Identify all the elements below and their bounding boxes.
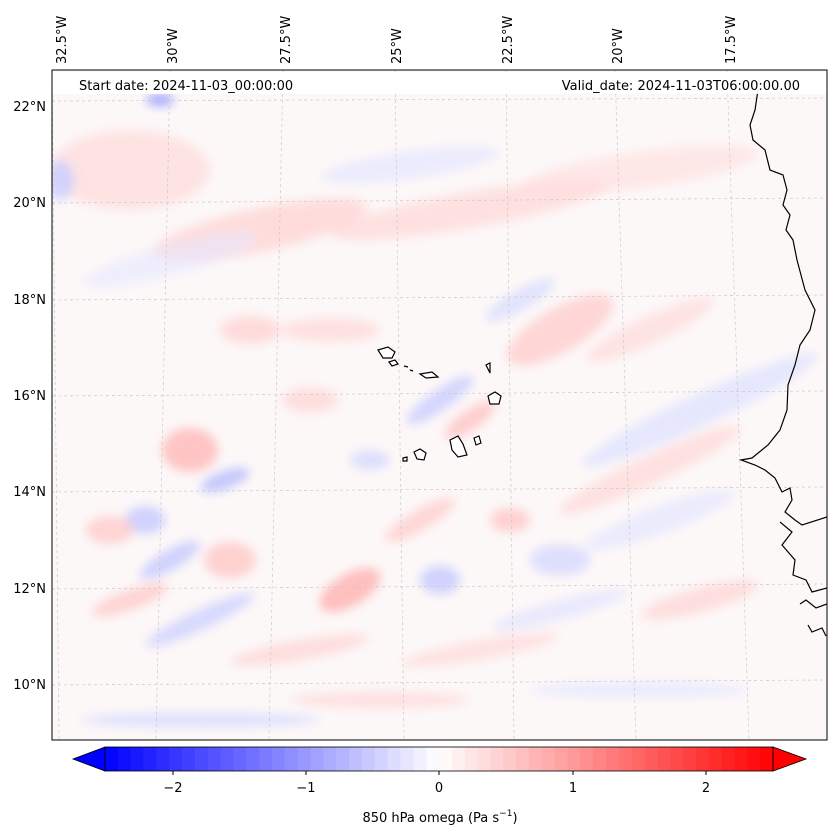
colorbar-step (361, 747, 376, 771)
colorbar-step (503, 747, 517, 771)
colorbar-step (426, 747, 440, 771)
lat-label: 16°N (13, 389, 46, 404)
longitude-labels: 32.5°W 30°W 27.5°W 25°W 22.5°W 20°W 17.5… (55, 16, 739, 64)
colorbar-step (657, 747, 671, 771)
colorbar-step (683, 747, 697, 771)
colorbar-step (130, 747, 144, 771)
colorbar-step (413, 747, 427, 771)
colorbar-step (220, 747, 234, 771)
colorbar-extend-high (772, 746, 808, 772)
colorbar-step (451, 747, 466, 771)
colorbar-step (105, 747, 119, 771)
colorbar-step (284, 747, 299, 771)
colorbar-label: 850 hPa omega (Pa s−1) (362, 809, 517, 826)
colorbar-tick-label: 0 (435, 781, 443, 796)
colorbar-step (182, 747, 196, 771)
colorbar-step (400, 747, 414, 771)
colorbar-step (374, 747, 389, 771)
colorbar-step (747, 747, 761, 771)
colorbar-step (695, 747, 710, 771)
colorbar-step (631, 747, 645, 771)
colorbar-step (349, 747, 363, 771)
gridlines (52, 70, 827, 740)
lon-label: 30°W (166, 28, 181, 64)
colorbar-step (567, 747, 581, 771)
colorbar-extend-low (71, 746, 106, 772)
lat-label: 10°N (13, 678, 46, 693)
lon-label: 17.5°W (724, 16, 739, 64)
lon-label: 32.5°W (55, 16, 70, 64)
colorbar-steps (105, 747, 774, 771)
omega-field (52, 94, 819, 728)
lon-label: 27.5°W (279, 16, 294, 64)
lat-label: 20°N (13, 196, 46, 211)
map-frame (51, 69, 828, 741)
latitude-labels: 22°N 20°N 18°N 16°N 14°N 12°N 10°N (13, 100, 46, 693)
colorbar-step (233, 747, 247, 771)
colorbar-ticks: −2 −1 0 1 2 (163, 771, 710, 796)
colorbar-step (169, 747, 183, 771)
colorbar-step (528, 747, 543, 771)
colorbar-step (606, 747, 620, 771)
lat-label: 18°N (13, 293, 46, 308)
colorbar-step (207, 747, 222, 771)
colorbar-step (246, 747, 260, 771)
colorbar-step (310, 747, 324, 771)
coastline (738, 89, 827, 637)
colorbar-tick-label: 1 (569, 781, 577, 796)
colorbar-step (541, 747, 556, 771)
start-date-label: Start date: 2024-11-03_00:00:00 (79, 79, 293, 94)
colorbar-step (593, 747, 607, 771)
colorbar-step (516, 747, 530, 771)
colorbar-step (156, 747, 170, 771)
colorbar-step (336, 747, 350, 771)
colorbar-step (477, 747, 491, 771)
colorbar-tick-label: −2 (163, 781, 182, 796)
cape-verde-islands (377, 346, 502, 462)
lon-label: 20°W (611, 28, 626, 64)
lat-label: 12°N (13, 582, 46, 597)
colorbar-step (580, 747, 594, 771)
colorbar-step (297, 747, 311, 771)
colorbar-step (464, 747, 478, 771)
colorbar-step (194, 747, 209, 771)
colorbar-step (272, 747, 286, 771)
colorbar-step (117, 747, 132, 771)
colorbar-tick-label: −1 (296, 781, 315, 796)
colorbar-step (387, 747, 401, 771)
valid-date-label: Valid_date: 2024-11-03T06:00:00.00 (562, 79, 800, 94)
lat-label: 14°N (13, 485, 46, 500)
colorbar-step (554, 747, 568, 771)
colorbar: −2 −1 0 1 2 850 hPa omega (Pa s−1) (71, 746, 808, 826)
colorbar-step (644, 747, 658, 771)
colorbar-step (323, 747, 337, 771)
header-band (52, 72, 827, 94)
colorbar-step (708, 747, 723, 771)
colorbar-step (721, 747, 735, 771)
colorbar-step (259, 747, 273, 771)
colorbar-tick-label: 2 (702, 781, 710, 796)
lat-label: 22°N (13, 100, 46, 115)
colorbar-step (490, 747, 504, 771)
colorbar-step (760, 747, 774, 771)
colorbar-step (143, 747, 157, 771)
lon-label: 25°W (390, 28, 405, 64)
colorbar-step (439, 747, 453, 771)
map-panel: Start date: 2024-11-03_00:00:00 Valid_da… (51, 69, 828, 741)
colorbar-step (618, 747, 633, 771)
colorbar-step (670, 747, 684, 771)
colorbar-step (734, 747, 748, 771)
lon-label: 22.5°W (501, 16, 516, 64)
